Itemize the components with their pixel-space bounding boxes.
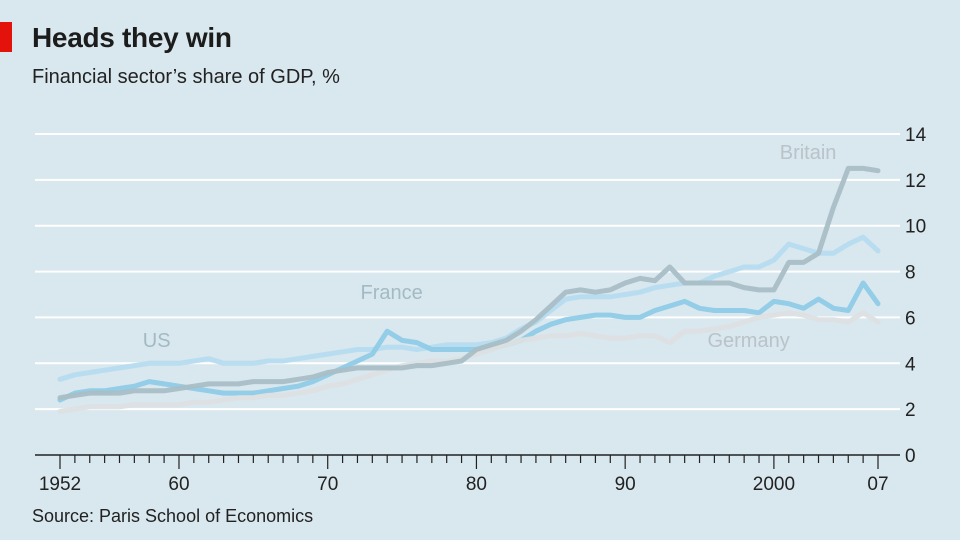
source-note: Source: Paris School of Economics bbox=[32, 506, 314, 526]
series-label-france: France bbox=[361, 282, 423, 304]
x-tick-label: 2000 bbox=[753, 474, 795, 495]
y-tick-label: 0 bbox=[905, 446, 916, 467]
series-label-us: US bbox=[143, 330, 171, 352]
x-tick-label: 80 bbox=[466, 474, 487, 495]
series-label-britain: Britain bbox=[780, 142, 837, 164]
y-tick-label: 14 bbox=[905, 125, 927, 146]
x-tick-label: 60 bbox=[168, 474, 189, 495]
series-line-britain bbox=[57, 165, 881, 401]
series-line-france bbox=[57, 280, 881, 403]
y-tick-label: 12 bbox=[905, 171, 926, 192]
x-tick-label: 1952 bbox=[39, 474, 81, 495]
y-tick-label: 4 bbox=[905, 354, 916, 375]
series-label-germany: Germany bbox=[707, 330, 789, 352]
brand-accent-bar bbox=[0, 22, 12, 52]
y-tick-label: 10 bbox=[905, 217, 926, 238]
y-tick-label: 8 bbox=[905, 263, 916, 284]
x-tick-label: 07 bbox=[867, 474, 888, 495]
x-tick-label: 70 bbox=[317, 474, 338, 495]
series-line-us bbox=[57, 234, 881, 382]
chart-subtitle: Financial sector’s share of GDP, % bbox=[32, 66, 340, 88]
chart-title: Heads they win bbox=[32, 22, 232, 53]
y-tick-label: 6 bbox=[905, 308, 916, 329]
x-tick-label: 90 bbox=[615, 474, 636, 495]
y-tick-label: 2 bbox=[905, 400, 916, 421]
